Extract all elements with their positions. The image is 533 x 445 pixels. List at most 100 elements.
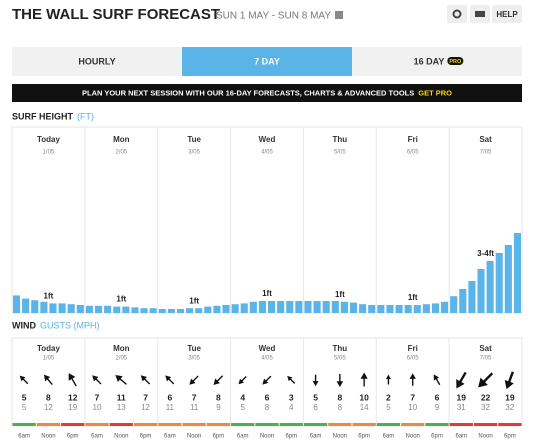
time-label: 6am: [91, 434, 103, 440]
time-label: 6pm: [140, 434, 152, 440]
surf-label: 1ft: [408, 293, 418, 302]
day-name: Today: [37, 344, 61, 353]
time-label: Noon: [260, 434, 274, 440]
surf-bar: [304, 301, 312, 313]
surf-bar: [295, 301, 303, 313]
day-name: Sat: [479, 344, 492, 353]
surf-bar: [504, 245, 512, 313]
time-label: 6am: [164, 434, 176, 440]
calendar-icon[interactable]: [335, 11, 344, 19]
wind-speed: 6: [265, 392, 270, 402]
wind-gust: 5: [386, 403, 391, 412]
arrow-head: [140, 375, 147, 382]
wind-rating: [328, 423, 352, 426]
wind-arrow: [140, 375, 151, 385]
surf-bar: [413, 305, 421, 313]
wind-rating: [473, 423, 498, 426]
tab-label: 16 DAY: [414, 56, 445, 66]
surf-bar: [140, 308, 148, 313]
day-date: 5/05: [334, 150, 346, 156]
surf-bar: [58, 303, 66, 313]
wind-gust: 4: [289, 403, 294, 412]
wind-arrow: [385, 374, 391, 385]
pro-badge-label: PRO: [449, 59, 462, 65]
wind-rating: [352, 423, 376, 426]
wind-arrow: [312, 374, 319, 387]
wind-gust: 6: [313, 403, 318, 412]
time-label: 6pm: [213, 434, 225, 440]
wind-gust: 12: [141, 403, 150, 412]
surf-bar: [322, 301, 330, 313]
wind-unit: GUSTS (MPH): [40, 320, 100, 330]
day-date: 3/05: [188, 150, 200, 156]
arrow-head: [19, 375, 26, 382]
wind-speed: 8: [46, 392, 51, 402]
wind-arrow: [336, 374, 344, 387]
wind-rating: [182, 423, 206, 426]
wind-speed: 7: [410, 392, 415, 402]
wind-arrow: [68, 373, 77, 387]
wind-title: WIND: [12, 320, 36, 330]
time-label: 6pm: [504, 434, 516, 440]
wind-arrow: [409, 373, 416, 386]
arrow-head: [409, 373, 416, 379]
wind-arrow: [433, 374, 441, 386]
wind-arrow: [478, 372, 494, 388]
surf-bar: [231, 304, 239, 313]
title: THE WALL SURF FORECAST: [12, 6, 220, 23]
banner[interactable]: [12, 84, 522, 102]
surf-bar: [431, 303, 440, 313]
surf-bar: [167, 309, 175, 313]
arrow-head: [433, 374, 440, 381]
wind-arrow: [238, 375, 247, 385]
day-name: Today: [37, 135, 61, 144]
surf-bar: [395, 305, 403, 313]
wind-gust: 8: [265, 403, 270, 412]
surf-bar: [386, 305, 394, 313]
time-label: Noon: [41, 434, 55, 440]
surf-bar: [222, 305, 230, 313]
day-date: 5/05: [334, 356, 346, 362]
surf-bar: [204, 306, 212, 313]
surf-bar: [477, 269, 485, 313]
wind-gust: 10: [408, 403, 417, 412]
settings-button[interactable]: [447, 5, 467, 23]
wind-arrow: [115, 375, 127, 385]
surf-bar: [113, 306, 121, 313]
banner-link[interactable]: GET PRO: [418, 88, 452, 97]
print-button[interactable]: [470, 5, 490, 23]
surf-bar: [40, 301, 48, 313]
wind-speed: 11: [117, 392, 126, 402]
arrow-head: [238, 378, 244, 385]
surf-bar: [131, 307, 139, 313]
surf-bar: [459, 289, 467, 313]
surf-title: SURF HEIGHT: [12, 111, 74, 121]
time-label: 6pm: [431, 434, 443, 440]
time-label: 6am: [310, 434, 322, 440]
subtitle: SUN 1 MAY - SUN 8 MAY: [216, 11, 331, 22]
wind-gust: 10: [93, 403, 102, 412]
wind-arrow: [43, 374, 53, 386]
surf-bar: [240, 303, 248, 313]
surf-label: 3-4ft: [477, 249, 494, 258]
wind-arrow: [189, 375, 199, 385]
time-label: 6pm: [358, 434, 370, 440]
wind-speed: 7: [143, 392, 148, 402]
wind-speed: 10: [359, 392, 369, 402]
day-date: 4/05: [261, 150, 273, 156]
surf-panel: [11, 126, 523, 314]
wind-speed: 12: [68, 392, 78, 402]
wind-speed: 5: [22, 392, 27, 402]
arrow-head: [115, 375, 123, 382]
surf-bar: [122, 306, 130, 313]
surf-bar: [349, 302, 358, 313]
time-label: 6am: [455, 434, 467, 440]
wind-arrow: [19, 375, 29, 385]
wind-speed: 2: [386, 392, 391, 402]
wind-gust: 5: [240, 403, 245, 412]
help-button[interactable]: HELP: [492, 5, 522, 23]
wind-gust: 9: [216, 403, 221, 412]
arrow-head: [43, 374, 51, 382]
arrow-head: [189, 378, 196, 385]
day-date: 6/05: [407, 150, 419, 156]
